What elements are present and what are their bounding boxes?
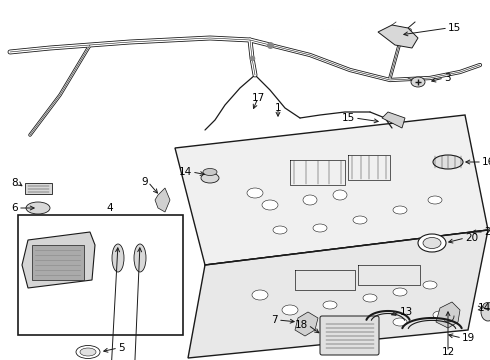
Text: 17: 17 xyxy=(251,93,265,103)
Ellipse shape xyxy=(76,346,100,359)
Polygon shape xyxy=(175,115,488,265)
Text: 3: 3 xyxy=(444,73,451,83)
Ellipse shape xyxy=(353,216,367,224)
Ellipse shape xyxy=(433,311,447,319)
Polygon shape xyxy=(436,302,460,328)
Text: 1: 1 xyxy=(275,103,281,113)
Text: 20: 20 xyxy=(465,233,478,243)
Ellipse shape xyxy=(363,294,377,302)
Ellipse shape xyxy=(112,244,124,272)
Text: 6: 6 xyxy=(11,203,18,213)
Text: 18: 18 xyxy=(295,320,308,330)
Ellipse shape xyxy=(433,155,463,169)
Text: 14: 14 xyxy=(478,303,490,313)
Text: 5: 5 xyxy=(118,343,124,353)
Text: 14: 14 xyxy=(179,167,192,177)
Ellipse shape xyxy=(323,301,337,309)
Text: 7: 7 xyxy=(271,315,278,325)
Polygon shape xyxy=(22,232,95,288)
Text: 2: 2 xyxy=(484,227,490,237)
Text: 8: 8 xyxy=(11,178,18,188)
Ellipse shape xyxy=(411,77,425,87)
Ellipse shape xyxy=(483,302,490,310)
Ellipse shape xyxy=(313,224,327,232)
Ellipse shape xyxy=(282,305,298,315)
Polygon shape xyxy=(295,312,318,336)
Polygon shape xyxy=(155,188,170,212)
Text: 12: 12 xyxy=(441,347,455,357)
Ellipse shape xyxy=(393,318,407,326)
Bar xyxy=(18,215,183,335)
Ellipse shape xyxy=(247,188,263,198)
Ellipse shape xyxy=(481,303,490,321)
Text: 15: 15 xyxy=(448,23,461,33)
Ellipse shape xyxy=(303,195,317,205)
Text: 9: 9 xyxy=(142,177,148,187)
Text: 16: 16 xyxy=(482,157,490,167)
Ellipse shape xyxy=(428,196,442,204)
Ellipse shape xyxy=(423,281,437,289)
Ellipse shape xyxy=(343,326,357,334)
Ellipse shape xyxy=(203,168,217,175)
Polygon shape xyxy=(188,230,488,358)
Ellipse shape xyxy=(80,348,96,356)
FancyBboxPatch shape xyxy=(320,316,379,355)
Ellipse shape xyxy=(333,190,347,200)
Ellipse shape xyxy=(418,234,446,252)
Ellipse shape xyxy=(393,206,407,214)
Ellipse shape xyxy=(393,288,407,296)
Ellipse shape xyxy=(201,173,219,183)
Ellipse shape xyxy=(423,238,441,248)
Polygon shape xyxy=(382,112,405,128)
Polygon shape xyxy=(378,25,418,48)
Text: 19: 19 xyxy=(462,333,475,343)
Ellipse shape xyxy=(134,244,146,272)
Text: 4: 4 xyxy=(107,203,113,213)
Polygon shape xyxy=(25,183,52,194)
Ellipse shape xyxy=(262,200,278,210)
Bar xyxy=(32,245,84,280)
Ellipse shape xyxy=(273,226,287,234)
Ellipse shape xyxy=(26,202,50,214)
Text: 15: 15 xyxy=(342,113,355,123)
Ellipse shape xyxy=(252,290,268,300)
Text: 13: 13 xyxy=(400,307,413,317)
